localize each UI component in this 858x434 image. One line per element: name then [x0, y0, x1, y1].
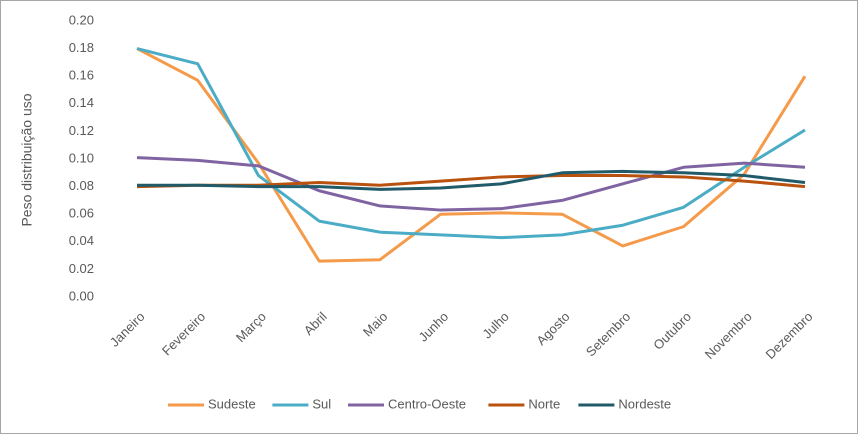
y-tick-label: 0.20 [69, 12, 94, 27]
y-tick-label: 0.18 [69, 40, 94, 55]
y-tick-label: 0.12 [69, 123, 94, 138]
y-tick-label: 0.02 [69, 261, 94, 276]
y-tick-label: 0.04 [69, 233, 94, 248]
legend-label: Nordeste [618, 396, 671, 411]
legend-label: Sul [312, 396, 331, 411]
line-series [136, 156, 806, 212]
y-tick-label: 0.16 [69, 68, 94, 83]
y-axis-title: Peso distribuição uso [19, 93, 35, 226]
line-series [136, 47, 806, 240]
line-series [136, 47, 807, 263]
y-tick-label: 0.08 [69, 178, 94, 193]
y-tick-label: 0.06 [69, 206, 94, 221]
line-series [137, 169, 806, 191]
legend-label: Sudeste [208, 396, 256, 411]
legend-label: Centro-Oeste [388, 396, 466, 411]
y-tick-label: 0.00 [69, 288, 94, 303]
y-tick-label: 0.10 [69, 150, 94, 165]
legend-label: Norte [528, 396, 560, 411]
y-tick-label: 0.14 [69, 95, 94, 110]
